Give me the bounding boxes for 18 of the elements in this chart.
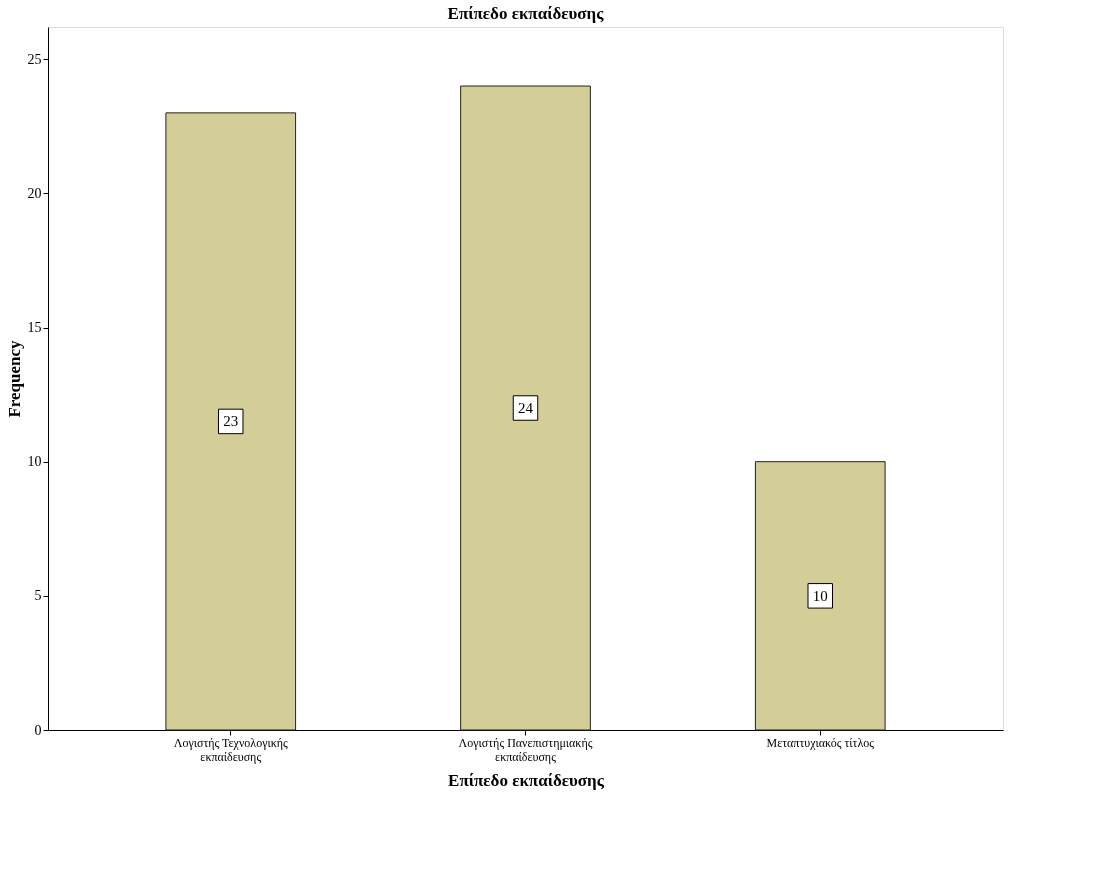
- bar: [165, 112, 297, 731]
- y-tick-label: 0: [34, 722, 42, 738]
- x-tick-label: Λογιστής Πανεπιστημιακής εκπαίδευσης: [458, 735, 593, 764]
- y-tick-label: 20: [27, 185, 42, 201]
- bar: [754, 461, 886, 731]
- y-tick-label: 25: [27, 51, 42, 67]
- chart-title: Επίπεδο εκπαίδευσης: [447, 4, 605, 23]
- data-label: 10: [812, 587, 828, 604]
- x-tick-label: Μεταπτυχιακός τίτλος: [766, 735, 875, 750]
- y-tick-label: 15: [27, 320, 42, 336]
- y-tick-label: 10: [27, 454, 42, 470]
- y-tick-label: 5: [34, 588, 42, 604]
- y-axis-title: Frequency: [4, 339, 24, 418]
- x-axis-title: Επίπεδο εκπαίδευσης: [448, 770, 605, 790]
- bar: [460, 85, 591, 731]
- data-label: 23: [223, 413, 239, 430]
- x-tick-label: Λογιστής Τεχνολογικής εκπαίδευσης: [173, 735, 289, 764]
- data-label: 24: [518, 400, 534, 417]
